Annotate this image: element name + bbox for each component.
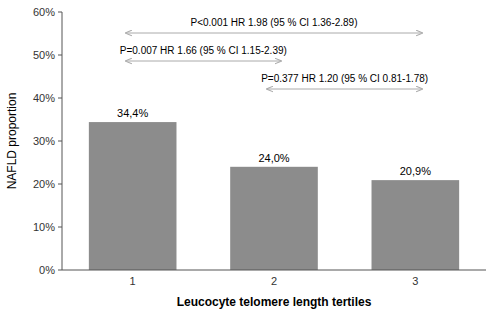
- x-tick-label: 3: [412, 275, 418, 287]
- y-tick-label: 20%: [33, 178, 55, 190]
- y-tick-label: 40%: [33, 92, 55, 104]
- x-tick-label: 1: [130, 275, 136, 287]
- annotation-bracket: [126, 33, 423, 34]
- y-tick: [58, 98, 62, 99]
- y-tick-label: 30%: [33, 135, 55, 147]
- annotation: P=0.007 HR 1.66 (95 % CI 1.15-2.39): [120, 45, 287, 56]
- annotation-bracket: [126, 61, 281, 62]
- data-label: 24,0%: [258, 152, 289, 164]
- bar: [372, 180, 460, 270]
- data-label: 34,4%: [117, 107, 148, 119]
- y-axis-label: NAFLD proportion: [5, 93, 19, 190]
- bar: [230, 167, 318, 270]
- chart: 0% 10% 20% 30% 40% 50% 60% 34,4% 24,0% 20,9% 1 2 3 Le…: [0, 0, 500, 316]
- y-tick: [58, 12, 62, 13]
- y-tick: [58, 184, 62, 185]
- x-axis: [62, 270, 486, 271]
- annotation: P=0.377 HR 1.20 (95 % CI 0.81-1.78): [261, 73, 428, 84]
- x-axis-label: Leucocyte telomere length tertiles: [177, 295, 372, 309]
- bar: [89, 122, 177, 270]
- y-tick-label: 10%: [33, 221, 55, 233]
- y-tick-label: 50%: [33, 49, 55, 61]
- y-tick-label: 0%: [39, 264, 55, 276]
- y-tick-label: 60%: [33, 6, 55, 18]
- annotation: P<0.001 HR 1.98 (95 % CI 1.36-2.89): [190, 17, 357, 28]
- y-tick: [58, 141, 62, 142]
- x-tick-label: 2: [271, 275, 277, 287]
- y-axis: [62, 12, 63, 270]
- y-tick: [58, 55, 62, 56]
- y-tick: [58, 270, 62, 271]
- annotation-bracket: [267, 89, 422, 90]
- data-label: 20,9%: [400, 165, 431, 177]
- y-tick: [58, 227, 62, 228]
